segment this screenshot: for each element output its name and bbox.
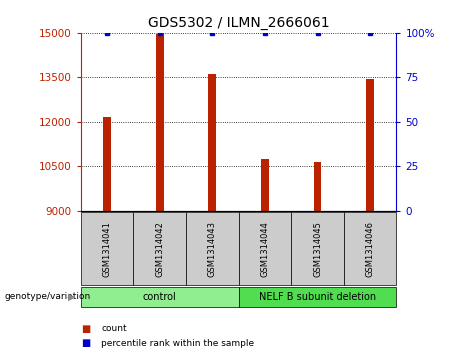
Text: ▶: ▶ — [68, 292, 75, 302]
Text: percentile rank within the sample: percentile rank within the sample — [101, 339, 254, 347]
Bar — [313, 162, 321, 211]
Title: GDS5302 / ILMN_2666061: GDS5302 / ILMN_2666061 — [148, 16, 329, 30]
Bar — [81, 287, 239, 307]
Bar — [186, 212, 239, 285]
Bar — [103, 117, 111, 211]
Text: control: control — [143, 292, 177, 302]
Bar — [133, 212, 186, 285]
Bar — [261, 159, 269, 211]
Bar — [156, 34, 164, 211]
Text: GSM1314045: GSM1314045 — [313, 221, 322, 277]
Bar — [239, 212, 291, 285]
Text: GSM1314043: GSM1314043 — [208, 221, 217, 277]
Bar — [366, 79, 374, 211]
Text: ■: ■ — [81, 323, 90, 334]
Text: GSM1314044: GSM1314044 — [260, 221, 269, 277]
Bar — [344, 212, 396, 285]
Text: ■: ■ — [81, 338, 90, 348]
Bar — [291, 212, 344, 285]
Bar — [208, 74, 216, 211]
Bar — [81, 212, 133, 285]
Text: GSM1314041: GSM1314041 — [102, 221, 112, 277]
Text: count: count — [101, 324, 127, 333]
Text: GSM1314046: GSM1314046 — [366, 221, 375, 277]
Text: GSM1314042: GSM1314042 — [155, 221, 164, 277]
Text: genotype/variation: genotype/variation — [5, 292, 91, 301]
Text: NELF B subunit deletion: NELF B subunit deletion — [259, 292, 376, 302]
Bar — [239, 287, 396, 307]
